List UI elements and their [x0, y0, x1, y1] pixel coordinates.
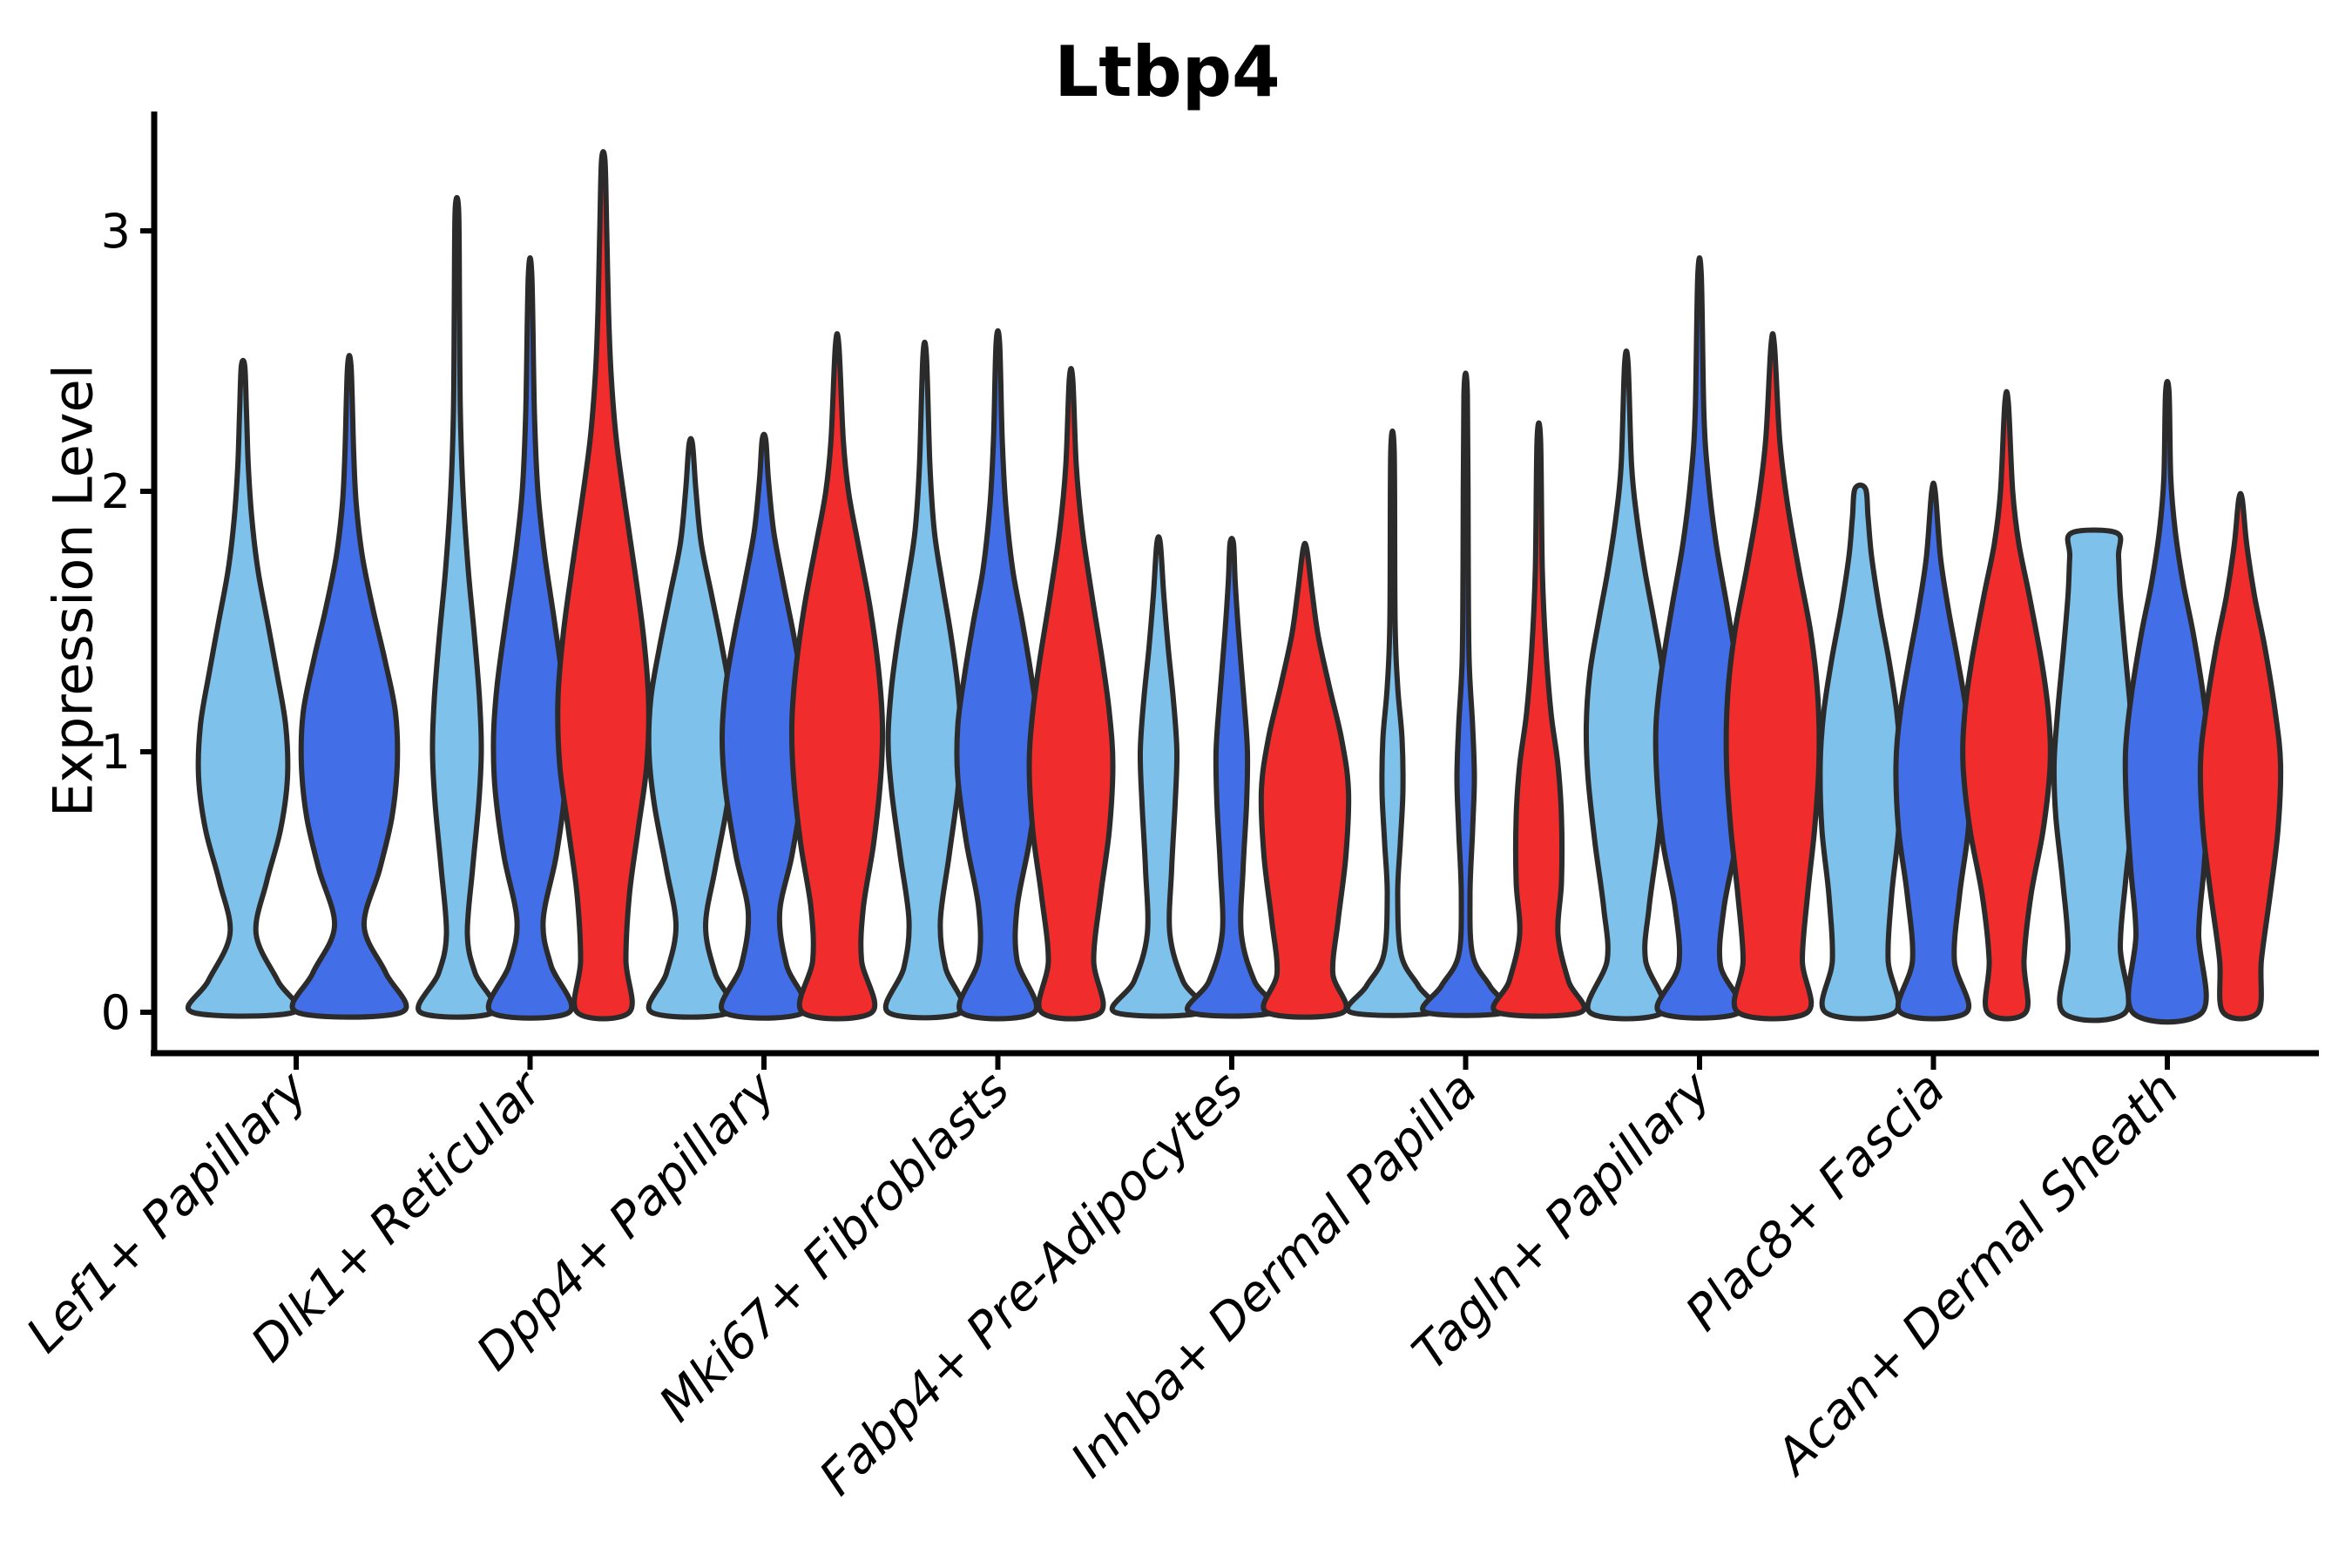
y-axis-label: Expression Level [41, 364, 105, 817]
x-tick-label: Acan+ Dermal Sheath [1764, 1061, 2190, 1487]
violin [185, 357, 301, 1019]
violin [954, 328, 1042, 1022]
violin [1420, 370, 1511, 1018]
violin [2122, 379, 2213, 1025]
x-tick-label: Fabp4+ Pre-Adipocytes [809, 1061, 1254, 1506]
violin [1258, 540, 1352, 1020]
y-tick-label: 0 [101, 985, 131, 1040]
violin [1893, 480, 1974, 1022]
violin [2051, 527, 2138, 1024]
violin [882, 339, 967, 1021]
violin [555, 149, 652, 1022]
violin [1109, 534, 1208, 1019]
y-tick-label: 2 [101, 464, 131, 519]
x-tick-label: Inhba+ Dermal Papilla [1060, 1061, 1488, 1489]
violin [1723, 331, 1822, 1022]
violin [1344, 429, 1441, 1018]
violin [1652, 255, 1747, 1021]
violin [1583, 348, 1670, 1022]
violin [1817, 482, 1903, 1022]
y-tick-label: 1 [101, 725, 131, 780]
violin [788, 331, 886, 1022]
violin [1490, 420, 1587, 1019]
violin [416, 194, 498, 1020]
violin [1026, 366, 1116, 1022]
violin [485, 255, 575, 1021]
violin [1960, 389, 2053, 1022]
y-tick-label: 3 [101, 204, 131, 259]
chart-title: Ltbp4 [1054, 31, 1281, 112]
violin [289, 353, 409, 1020]
violin [2197, 490, 2284, 1022]
violin [1185, 536, 1279, 1019]
